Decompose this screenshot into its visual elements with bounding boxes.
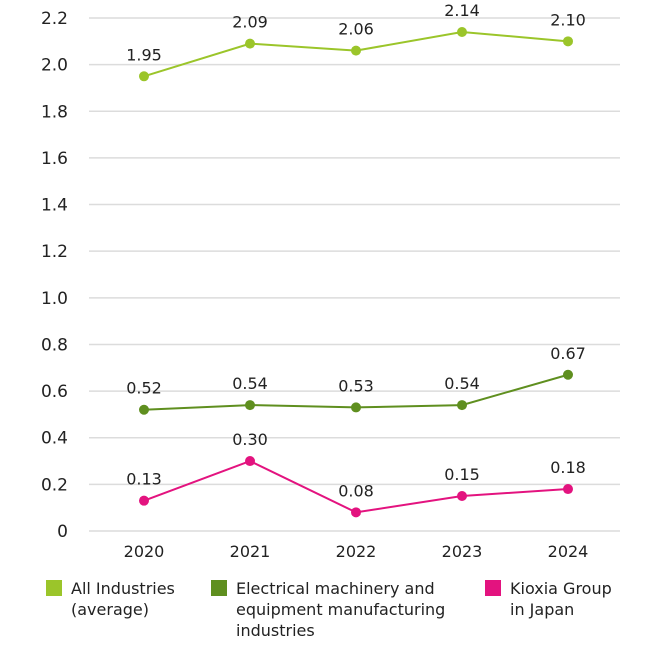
y-tick-label: 2.0 — [41, 56, 68, 76]
data-point — [351, 507, 361, 518]
data-label: 0.13 — [126, 470, 162, 489]
y-tick-label: 0 — [57, 522, 68, 542]
data-label: 0.08 — [338, 481, 374, 500]
x-tick-label: 2020 — [124, 542, 165, 561]
legend-swatch — [485, 580, 501, 596]
y-tick-label: 1.0 — [41, 289, 68, 309]
data-point — [139, 495, 149, 506]
data-label: 0.54 — [232, 374, 268, 393]
y-tick-label: 2.2 — [41, 9, 68, 29]
data-point — [563, 369, 573, 380]
data-label: 2.10 — [550, 10, 586, 29]
legend-label: Electrical machinery and equipment manuf… — [236, 579, 446, 640]
data-point — [245, 456, 255, 467]
line-chart: 0 0.2 0.4 0.6 0.8 1.0 1.2 1.4 1.6 1.8 2.0 2.2 2020 20… — [41, 1, 620, 561]
legend-item-all-industries: All Industries (average) — [46, 578, 175, 620]
data-point — [351, 402, 361, 413]
y-tick-label: 1.8 — [41, 102, 68, 122]
legend-label: All Industries (average) — [71, 579, 175, 619]
data-point — [457, 26, 467, 37]
data-label: 2.06 — [338, 20, 374, 39]
x-tick-label: 2022 — [336, 542, 377, 561]
data-label: 2.14 — [444, 1, 480, 20]
data-point — [245, 38, 255, 49]
legend-item-electrical: Electrical machinery and equipment manuf… — [211, 578, 445, 641]
data-label: 0.67 — [550, 344, 586, 363]
data-point — [351, 45, 361, 56]
data-point — [139, 71, 149, 82]
legend-swatch — [46, 580, 62, 596]
legend-swatch — [211, 580, 227, 596]
data-label: 0.54 — [444, 374, 480, 393]
y-tick-label: 0.6 — [41, 382, 68, 402]
data-point — [563, 484, 573, 495]
y-tick-label: 1.6 — [41, 149, 68, 169]
y-tick-label: 1.2 — [41, 242, 68, 262]
x-tick-label: 2023 — [442, 542, 483, 561]
data-label: 0.53 — [338, 376, 374, 395]
data-label: 1.95 — [126, 45, 162, 64]
y-tick-label: 0.4 — [41, 429, 68, 449]
data-label: 0.18 — [550, 458, 586, 477]
data-point — [457, 400, 467, 411]
legend-item-kioxia: Kioxia Group in Japan — [485, 578, 612, 620]
data-point — [139, 404, 149, 415]
data-label: 0.52 — [126, 379, 162, 398]
data-label: 0.15 — [444, 465, 480, 484]
y-tick-label: 0.2 — [41, 475, 68, 495]
x-tick-label: 2021 — [230, 542, 271, 561]
legend-label: Kioxia Group in Japan — [510, 579, 612, 619]
data-point — [457, 491, 467, 502]
y-tick-label: 1.4 — [41, 196, 68, 216]
x-tick-label: 2024 — [548, 542, 589, 561]
y-tick-label: 0.8 — [41, 335, 68, 355]
data-point — [245, 400, 255, 411]
data-label: 0.30 — [232, 430, 268, 449]
data-label: 2.09 — [232, 13, 268, 32]
data-point — [563, 36, 573, 47]
